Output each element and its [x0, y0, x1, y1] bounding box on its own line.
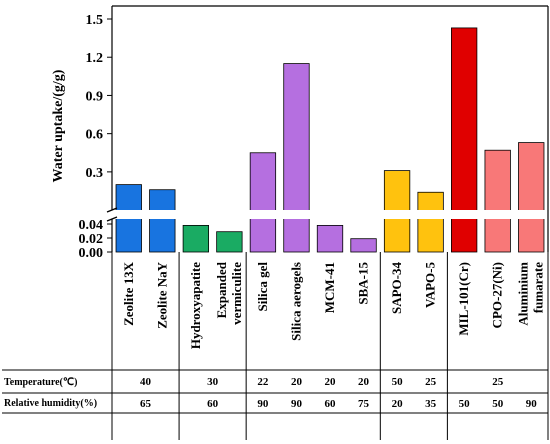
category-label: CPO-27(Ni) [490, 262, 505, 328]
y-tick-label: 0.6 [86, 128, 104, 143]
temperature-value: 50 [392, 376, 404, 388]
y-tick-label: 1.2 [86, 51, 104, 66]
bar [484, 149, 511, 253]
category-label: Aluminium [516, 262, 531, 326]
category-label: MIL-101(Cr) [456, 262, 471, 336]
category-label: SBA-15 [356, 262, 371, 305]
temperature-value: 30 [207, 376, 219, 388]
category-label: Hydroxyapatite [188, 262, 203, 349]
y-tick-label: 0.00 [79, 246, 104, 261]
temperature-label: Temperature(℃) [4, 377, 77, 388]
temperature-value: 20 [358, 376, 370, 388]
bar [417, 191, 444, 253]
category-label: VAPO-5 [423, 262, 438, 308]
y-tick-label: 0.9 [86, 89, 104, 104]
category-label: vermiculite [229, 262, 244, 325]
category-label: Silica gel [255, 262, 270, 312]
y-axis-label: Water uptake/(g/g) [51, 69, 66, 182]
bar [249, 152, 277, 253]
category-label: fumarate [531, 262, 546, 313]
humidity-value: 60 [207, 398, 219, 410]
category-label: Silica aerogels [288, 262, 303, 341]
y-tick-label: 0.04 [79, 218, 104, 233]
humidity-value: 60 [325, 398, 337, 410]
humidity-value: 50 [492, 398, 504, 410]
humidity-value: 90 [257, 398, 269, 410]
category-label: Expanded [214, 261, 229, 318]
humidity-value: 20 [392, 398, 404, 410]
axis-break-gap-left [104, 210, 114, 219]
axis-break-gap [113, 210, 547, 219]
category-label: Zeolite NaY [154, 261, 169, 328]
humidity-value: 75 [358, 398, 370, 410]
category-label: MCM-41 [322, 262, 337, 313]
y-tick-label: 0.02 [79, 232, 104, 247]
bar [518, 142, 545, 253]
temperature-value: 20 [325, 376, 337, 388]
humidity-value: 35 [425, 398, 437, 410]
temperature-value: 40 [140, 376, 152, 388]
humidity-label: Relative humidity(%) [4, 398, 97, 409]
temperature-value: 25 [492, 376, 504, 388]
humidity-value: 90 [526, 398, 538, 410]
temperature-value: 22 [257, 376, 269, 388]
bar [316, 224, 344, 253]
bar [149, 189, 176, 253]
category-label: SAPO-34 [389, 262, 404, 315]
humidity-value: 50 [459, 398, 471, 410]
category-label: Zeolite 13X [121, 261, 136, 326]
temperature-value: 20 [291, 376, 303, 388]
bar [182, 224, 209, 253]
temperature-value: 25 [425, 376, 437, 388]
bar [350, 238, 377, 253]
humidity-value: 90 [291, 398, 303, 410]
y-tick-label: 1.5 [86, 13, 104, 28]
humidity-value: 65 [140, 398, 152, 410]
bar [283, 63, 310, 253]
bar [216, 231, 243, 253]
y-tick-label: 0.3 [86, 166, 104, 181]
